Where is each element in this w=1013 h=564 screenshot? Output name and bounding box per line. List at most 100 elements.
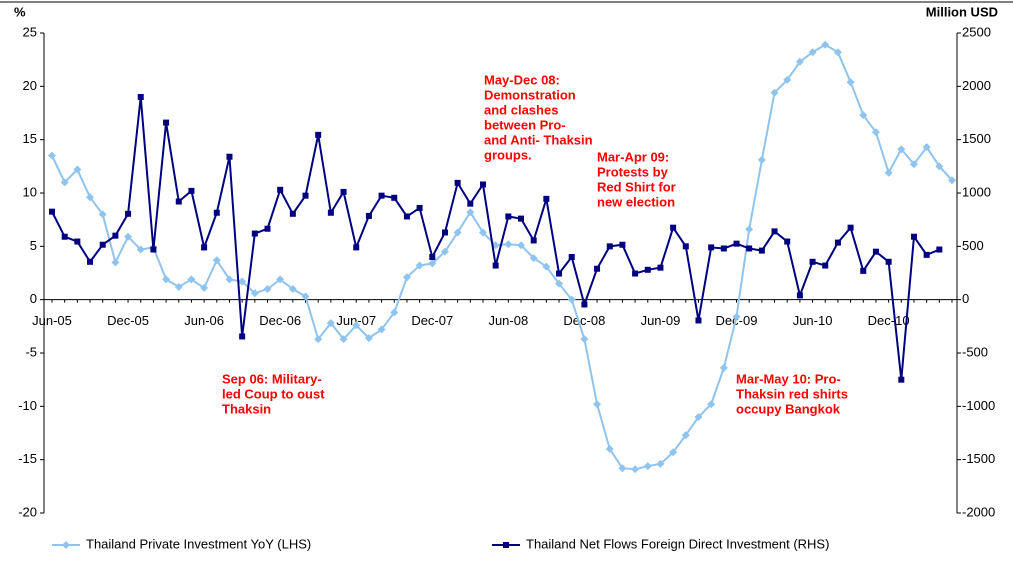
- annotation: Mar-Apr 09:: [597, 149, 669, 164]
- x-tick-label: Jun-05: [32, 313, 72, 328]
- legend-label: Thailand Private Investment YoY (LHS): [86, 536, 311, 551]
- data-point: [263, 285, 272, 293]
- data-point: [707, 400, 716, 409]
- data-point: [518, 215, 525, 222]
- data-point: [213, 209, 220, 216]
- y2-tick-label: 2500: [962, 24, 991, 39]
- annotation: Sep 06: Military-: [222, 371, 322, 386]
- data-point: [567, 295, 576, 304]
- data-point: [746, 245, 753, 252]
- data-point: [884, 168, 893, 177]
- annotation: Protests by: [597, 164, 669, 179]
- data-point: [314, 335, 323, 344]
- data-point: [429, 254, 436, 260]
- data-point: [808, 48, 817, 57]
- y2-tick-label: 1000: [962, 184, 991, 199]
- data-point: [453, 228, 462, 237]
- data-point: [174, 282, 183, 291]
- data-point: [250, 289, 259, 298]
- data-point: [580, 335, 589, 344]
- data-point: [99, 241, 106, 248]
- legend-label: Thailand Net Flows Foreign Direct Invest…: [526, 536, 829, 551]
- data-point: [74, 238, 81, 245]
- data-point: [48, 151, 56, 160]
- data-point: [200, 283, 209, 292]
- data-point: [619, 241, 626, 248]
- data-point: [834, 239, 841, 246]
- x-tick-label: Jun-09: [641, 313, 681, 328]
- data-point: [365, 212, 372, 219]
- data-point: [492, 262, 499, 269]
- data-point: [695, 317, 702, 324]
- y2-tick-label: -1000: [962, 398, 995, 413]
- data-point: [909, 160, 918, 169]
- annotation-box: [218, 371, 342, 420]
- data-point: [517, 241, 526, 250]
- data-point: [682, 243, 689, 250]
- data-point: [441, 229, 448, 236]
- data-point: [467, 200, 474, 207]
- data-point: [581, 301, 588, 308]
- data-point: [124, 232, 133, 241]
- y2-tick-label: -500: [962, 344, 988, 359]
- data-point: [771, 228, 778, 235]
- data-point: [301, 292, 310, 301]
- data-point: [694, 413, 703, 421]
- data-point: [910, 233, 917, 240]
- data-point: [302, 192, 309, 199]
- x-tick-label: Dec-06: [259, 313, 301, 328]
- data-point: [530, 237, 537, 244]
- data-point: [948, 176, 956, 185]
- data-point: [478, 228, 487, 237]
- data-point: [556, 270, 563, 277]
- data-point: [670, 224, 677, 231]
- data-point: [784, 238, 791, 245]
- annotation: led Coup to oust: [222, 386, 325, 401]
- data-point: [327, 209, 334, 216]
- data-point: [504, 240, 513, 249]
- data-point: [264, 225, 271, 232]
- x-tick-label: Jun-10: [793, 313, 833, 328]
- data-point: [315, 131, 322, 138]
- data-point: [898, 376, 905, 383]
- annotation: Thaksin red shirts: [736, 386, 848, 401]
- data-point: [111, 258, 120, 267]
- y2-tick-label: -1500: [962, 451, 995, 466]
- annotation: Thaksin: [222, 401, 271, 416]
- y-tick-label: -15: [18, 451, 37, 466]
- annotation: and Anti- Thaksin: [484, 132, 593, 147]
- data-point: [188, 187, 195, 194]
- legend-marker: [62, 541, 70, 549]
- data-point: [201, 244, 208, 251]
- data-point: [125, 210, 132, 217]
- data-point: [720, 245, 727, 252]
- data-point: [542, 262, 551, 271]
- data-point: [87, 258, 94, 265]
- annotation-box: [593, 149, 701, 213]
- data-point: [391, 194, 398, 201]
- x-tick-label: Dec-07: [411, 313, 453, 328]
- data-point: [822, 262, 829, 269]
- annotation-box: [732, 371, 856, 420]
- data-point: [505, 213, 512, 220]
- data-point: [137, 94, 144, 100]
- data-point: [226, 153, 233, 160]
- data-point: [239, 333, 246, 340]
- y-axis-label: %: [14, 4, 26, 19]
- annotation-box: [480, 72, 588, 166]
- data-point: [935, 162, 944, 171]
- data-point: [936, 246, 943, 253]
- data-point: [593, 400, 602, 409]
- data-point: [568, 254, 575, 260]
- data-point: [833, 48, 842, 57]
- data-point: [644, 266, 651, 273]
- y-tick-label: -5: [25, 344, 37, 359]
- data-point: [643, 462, 652, 471]
- data-point: [632, 270, 639, 277]
- data-point: [238, 277, 247, 286]
- y2-axis-label: Million USD: [926, 4, 998, 19]
- data-point: [555, 279, 564, 288]
- y-tick-label: 20: [23, 78, 37, 93]
- data-point: [897, 145, 906, 154]
